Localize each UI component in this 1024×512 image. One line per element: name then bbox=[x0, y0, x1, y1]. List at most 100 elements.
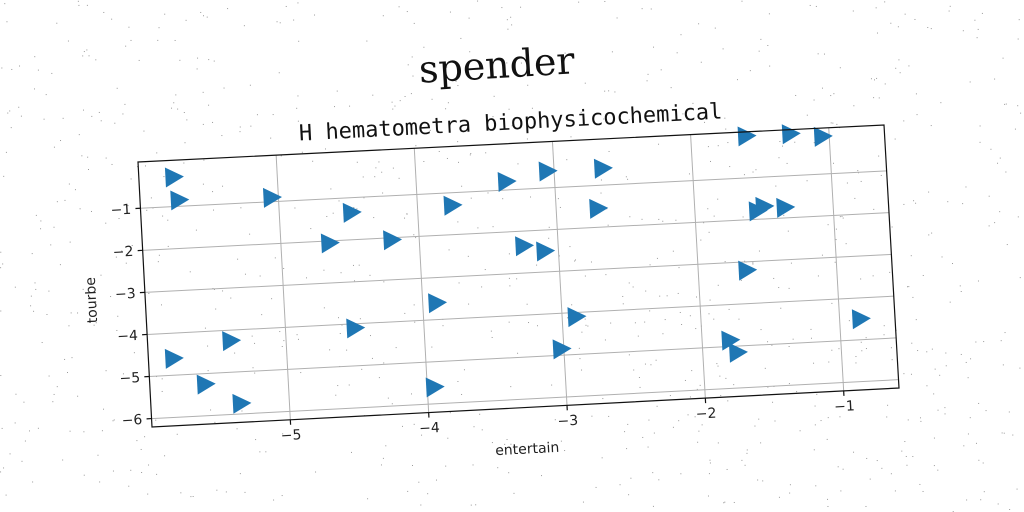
noise-speck bbox=[726, 468, 728, 470]
noise-speck bbox=[240, 207, 242, 209]
noise-speck bbox=[931, 348, 933, 350]
noise-speck bbox=[510, 443, 512, 445]
noise-speck bbox=[366, 40, 368, 42]
noise-speck bbox=[869, 478, 871, 480]
noise-speck bbox=[903, 203, 905, 205]
noise-speck bbox=[510, 16, 512, 18]
noise-speck bbox=[834, 261, 836, 263]
noise-speck bbox=[852, 10, 854, 12]
noise-speck bbox=[650, 364, 652, 366]
noise-speck bbox=[399, 100, 401, 102]
noise-speck bbox=[970, 358, 972, 360]
noise-speck bbox=[870, 78, 872, 80]
noise-speck bbox=[411, 464, 413, 466]
noise-speck bbox=[105, 157, 107, 159]
noise-speck bbox=[136, 440, 138, 442]
noise-speck bbox=[908, 65, 910, 67]
noise-speck bbox=[875, 7, 877, 9]
noise-speck bbox=[722, 48, 724, 50]
noise-speck bbox=[881, 467, 883, 469]
noise-speck bbox=[1019, 367, 1021, 369]
noise-speck bbox=[470, 504, 472, 506]
noise-speck bbox=[371, 357, 373, 359]
noise-speck bbox=[60, 140, 62, 142]
noise-speck bbox=[103, 408, 105, 410]
noise-speck bbox=[724, 117, 726, 119]
noise-speck bbox=[681, 324, 683, 326]
noise-speck bbox=[457, 380, 459, 382]
data-point-marker bbox=[164, 167, 184, 188]
noise-speck bbox=[415, 145, 417, 147]
noise-speck bbox=[907, 419, 909, 421]
noise-speck bbox=[883, 325, 885, 327]
noise-speck bbox=[30, 305, 32, 307]
noise-speck bbox=[449, 412, 451, 414]
noise-speck bbox=[337, 317, 339, 319]
noise-speck bbox=[56, 22, 58, 24]
noise-speck bbox=[34, 88, 36, 90]
noise-speck bbox=[915, 202, 917, 204]
noise-speck bbox=[457, 141, 459, 143]
noise-speck bbox=[912, 296, 914, 298]
noise-speck bbox=[531, 107, 533, 109]
noise-speck bbox=[216, 489, 218, 491]
noise-speck bbox=[517, 163, 519, 165]
noise-speck bbox=[179, 59, 181, 61]
noise-speck bbox=[977, 28, 979, 30]
noise-speck bbox=[997, 503, 999, 505]
noise-speck bbox=[857, 170, 859, 172]
noise-speck bbox=[746, 449, 748, 451]
noise-speck bbox=[678, 267, 680, 269]
noise-speck bbox=[704, 121, 706, 123]
noise-speck bbox=[68, 325, 70, 327]
noise-speck bbox=[815, 5, 817, 7]
noise-speck bbox=[1012, 434, 1014, 436]
noise-speck bbox=[1004, 103, 1006, 105]
noise-speck bbox=[0, 471, 2, 473]
noise-speck bbox=[574, 260, 576, 262]
noise-speck bbox=[887, 404, 889, 406]
noise-speck bbox=[700, 61, 702, 63]
data-point-marker bbox=[738, 260, 758, 281]
noise-speck bbox=[115, 256, 117, 258]
noise-speck bbox=[823, 53, 825, 55]
noise-speck bbox=[358, 264, 360, 266]
noise-speck bbox=[767, 45, 769, 47]
noise-speck bbox=[833, 93, 835, 95]
noise-speck bbox=[698, 430, 700, 432]
noise-speck bbox=[398, 177, 400, 179]
noise-speck bbox=[713, 215, 715, 217]
noise-speck bbox=[1005, 103, 1007, 105]
noise-speck bbox=[853, 451, 855, 453]
noise-speck bbox=[411, 56, 413, 58]
noise-speck bbox=[406, 213, 408, 215]
noise-speck bbox=[865, 337, 867, 339]
noise-speck bbox=[150, 197, 152, 199]
noise-speck bbox=[492, 116, 494, 118]
noise-speck bbox=[898, 59, 900, 61]
noise-speck bbox=[817, 53, 819, 55]
noise-speck bbox=[457, 85, 459, 87]
noise-speck bbox=[880, 174, 882, 176]
noise-speck bbox=[760, 329, 762, 331]
x-tick-label: −3 bbox=[557, 413, 578, 430]
noise-speck bbox=[330, 188, 332, 190]
noise-speck bbox=[385, 445, 387, 447]
noise-speck bbox=[699, 384, 701, 386]
noise-speck bbox=[840, 490, 842, 492]
noise-speck bbox=[978, 402, 980, 404]
noise-speck bbox=[143, 130, 145, 132]
noise-speck bbox=[969, 417, 971, 419]
noise-speck bbox=[239, 473, 241, 475]
noise-speck bbox=[682, 113, 684, 115]
noise-speck bbox=[338, 200, 340, 202]
noise-speck bbox=[210, 409, 212, 411]
x-tick-label: −4 bbox=[419, 420, 441, 437]
noise-speck bbox=[513, 492, 515, 494]
noise-speck bbox=[93, 324, 95, 326]
noise-speck bbox=[876, 32, 878, 34]
noise-speck bbox=[656, 257, 658, 259]
noise-speck bbox=[279, 331, 281, 333]
noise-speck bbox=[323, 269, 325, 271]
noise-speck bbox=[280, 155, 282, 157]
